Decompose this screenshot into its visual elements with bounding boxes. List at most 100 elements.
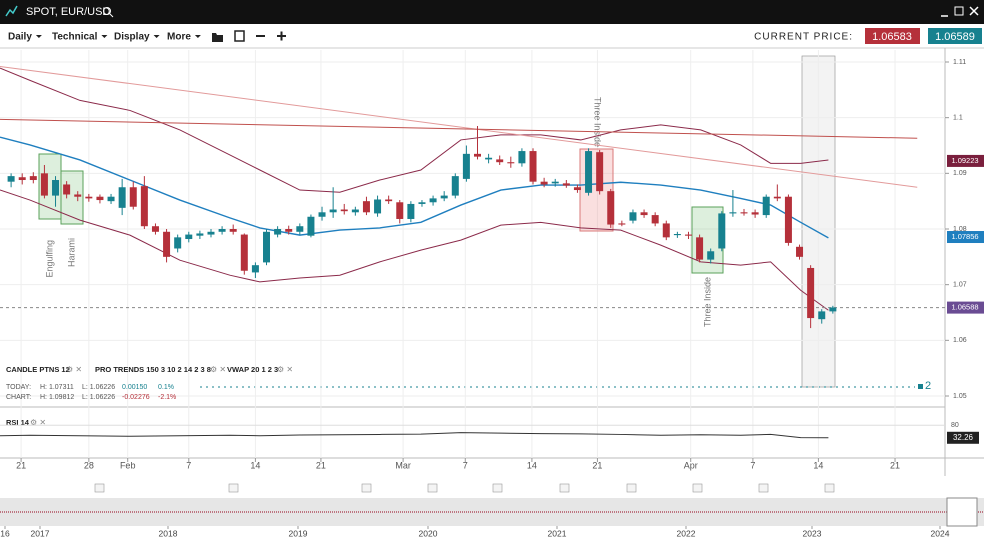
menu-item[interactable]: Technical xyxy=(52,32,98,43)
candle-body xyxy=(263,231,271,263)
candle-body xyxy=(507,162,515,164)
bid-box[interactable] xyxy=(865,28,920,44)
candle-body xyxy=(807,267,815,319)
navigator-label: 2022 xyxy=(677,528,696,538)
event-marker[interactable] xyxy=(692,483,703,493)
candle-body xyxy=(74,194,82,197)
menu-item[interactable]: Display xyxy=(114,32,150,43)
candle-body xyxy=(251,265,259,273)
navigator-window[interactable] xyxy=(946,497,978,527)
indicator-name: PRO TRENDS 150 3 10 2 14 2 3 8 xyxy=(95,365,211,374)
navigator-label: 2021 xyxy=(548,528,567,538)
candle-body xyxy=(163,231,171,257)
stat-pct: -2.1% xyxy=(158,394,176,401)
event-marker[interactable] xyxy=(758,483,769,493)
candle-body xyxy=(274,229,282,235)
candle-body xyxy=(673,234,681,236)
candle-body xyxy=(63,184,71,195)
ask-box[interactable] xyxy=(928,28,982,44)
candle-body xyxy=(718,213,726,249)
overlay-line xyxy=(0,136,829,239)
candle-body xyxy=(329,209,337,213)
search-icon-handle xyxy=(109,13,114,18)
save-icon[interactable] xyxy=(234,30,245,42)
menu-item[interactable]: More xyxy=(167,32,191,43)
ask-price: 1.06589 xyxy=(935,31,975,43)
event-marker[interactable] xyxy=(559,483,570,493)
indicator-settings[interactable]: ⚙ ✕ xyxy=(277,365,293,374)
x-tick-label: Feb xyxy=(120,460,136,470)
overlay-line xyxy=(0,118,918,139)
event-marker[interactable] xyxy=(824,483,835,493)
candle-body xyxy=(40,173,48,196)
candle-body xyxy=(640,212,648,216)
candle-body xyxy=(440,195,448,199)
x-tick-label: Apr xyxy=(684,460,698,470)
x-tick-label: 28 xyxy=(84,460,94,470)
toolbar xyxy=(0,24,984,48)
event-marker[interactable] xyxy=(626,483,637,493)
stat-pct: 0.1% xyxy=(158,384,174,391)
zoom-in[interactable] xyxy=(277,31,286,41)
indicator-settings[interactable]: ⚙ ✕ xyxy=(66,365,82,374)
stat-low: L: 1.06226 xyxy=(82,394,115,401)
candle-body xyxy=(662,223,670,238)
candle-body xyxy=(729,212,737,214)
event-marker[interactable] xyxy=(361,483,372,493)
close-button[interactable] xyxy=(969,6,979,16)
stat-change: 0.00150 xyxy=(122,384,147,391)
x-tick-label: 7 xyxy=(750,460,755,470)
event-marker[interactable] xyxy=(427,483,438,493)
rsi-badge xyxy=(947,431,979,444)
popout-button[interactable] xyxy=(954,6,964,16)
indicator-settings[interactable]: ⚙ ✕ xyxy=(210,365,226,374)
y-tick-label: 1.05 xyxy=(953,393,967,400)
event-marker[interactable] xyxy=(94,483,105,493)
rsi-settings[interactable]: ⚙ ✕ xyxy=(30,418,46,427)
candle-body xyxy=(18,177,26,181)
menu-caret xyxy=(35,35,42,38)
candle-body xyxy=(429,198,437,203)
y-tick-label: 1.11 xyxy=(953,59,966,66)
event-marker[interactable] xyxy=(228,483,239,493)
pattern-label: Three Inside xyxy=(702,277,712,327)
candle-body xyxy=(85,196,93,199)
candle-body xyxy=(473,153,481,157)
header-bar xyxy=(0,0,984,24)
candle-body xyxy=(829,307,837,312)
search-icon[interactable] xyxy=(103,7,111,15)
event-marker[interactable] xyxy=(492,483,503,493)
x-tick-label: 21 xyxy=(592,460,602,470)
candle-body xyxy=(407,203,415,219)
candle-body xyxy=(207,231,215,235)
app-icon xyxy=(5,5,18,17)
y-tick-label: 1.1 xyxy=(953,115,963,122)
pattern-marker-box xyxy=(918,384,923,389)
open-icon[interactable] xyxy=(212,33,223,42)
candle-body xyxy=(7,176,15,182)
candle-body xyxy=(185,234,193,240)
candle-body xyxy=(573,187,581,191)
candle-body xyxy=(562,183,570,186)
y-tick-label: 1.06 xyxy=(953,337,967,344)
stat-high: H: 1.07311 xyxy=(40,384,74,391)
candle-body xyxy=(107,196,115,202)
menu-item[interactable]: Daily xyxy=(8,32,32,43)
navigator-label: 16 xyxy=(0,528,10,538)
x-tick-label: 7 xyxy=(463,460,468,470)
y-tick-label: 1.08 xyxy=(953,226,967,233)
candle-body xyxy=(118,187,126,208)
menu-caret xyxy=(194,35,201,38)
candle-body xyxy=(784,196,792,243)
candle-body xyxy=(629,212,637,221)
overlay-line xyxy=(0,67,829,193)
price-badge xyxy=(947,231,984,244)
price-badge-label: 1.09223 xyxy=(951,156,978,165)
navigator-label: 2019 xyxy=(289,528,308,538)
pattern-box xyxy=(60,170,84,225)
y-tick-label: 1.09 xyxy=(953,170,967,177)
stat-low: L: 1.06226 xyxy=(82,384,115,391)
candle-body xyxy=(762,196,770,216)
stat-high: H: 1.09812 xyxy=(40,394,74,401)
candle-body xyxy=(351,209,359,213)
